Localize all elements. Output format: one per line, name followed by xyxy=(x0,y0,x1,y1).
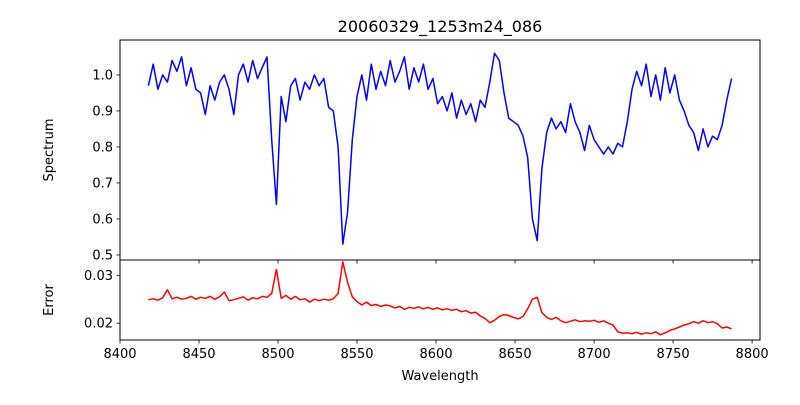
spectrum-ytick-label: 0.7 xyxy=(92,176,113,191)
spectrum-ytick-label: 0.6 xyxy=(92,212,113,227)
y-axis-label-error: Error xyxy=(42,284,57,316)
chart-title: 20060329_1253m24_086 xyxy=(338,17,543,37)
error-axes-frame xyxy=(119,259,761,341)
error-ytick-label: 0.02 xyxy=(84,317,113,332)
x-axis-label: Wavelength xyxy=(401,369,478,384)
spectrum-axes: 0.5 0.6 0.7 0.8 0.9 1.0 xyxy=(92,39,761,264)
error-ytick-label: 0.03 xyxy=(84,269,113,284)
y-axis-label-spectrum: Spectrum xyxy=(42,119,57,182)
xtick-label: 8450 xyxy=(182,347,215,362)
xtick-label: 8400 xyxy=(103,347,136,362)
error-series-line xyxy=(148,261,732,336)
xtick-label: 8800 xyxy=(736,347,769,362)
spectrum-ytick-label: 0.9 xyxy=(92,104,113,119)
error-axes: 0.02 0.03 8400 8450 8500 8550 8600 8650 8700 8750… xyxy=(84,259,769,362)
xtick-label: 8700 xyxy=(578,347,611,362)
xtick-label: 8600 xyxy=(420,347,453,362)
xtick-label: 8750 xyxy=(657,347,690,362)
xtick-label: 8550 xyxy=(340,347,373,362)
spectrum-ytick-label: 0.8 xyxy=(92,140,113,155)
spectrum-ytick-label: 0.5 xyxy=(92,248,113,263)
spectrum-series-line xyxy=(147,52,733,245)
xtick-label: 8650 xyxy=(499,347,532,362)
xtick-label: 8500 xyxy=(261,347,294,362)
spectrum-ytick-label: 1.0 xyxy=(92,68,113,83)
